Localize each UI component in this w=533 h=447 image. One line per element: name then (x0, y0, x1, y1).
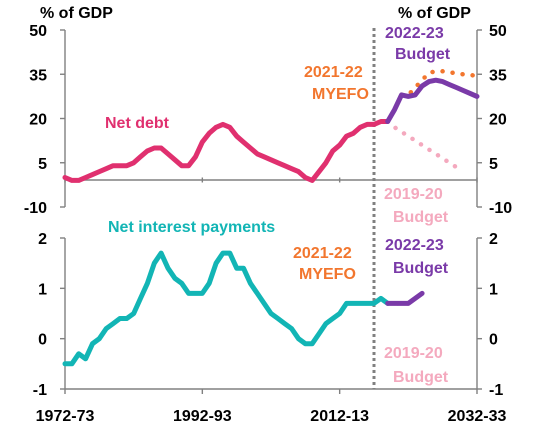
bottom-budget-2022-label-line2: Budget (393, 260, 449, 277)
y-tick-left: -10 (24, 200, 47, 217)
bottom-myefo-label-line1: 2021-22 (293, 245, 352, 262)
y-tick-right: 2 (489, 231, 498, 248)
bottom-budget-2019-label-line2: Budget (393, 369, 449, 386)
x-tick-label: 2032-33 (448, 408, 507, 425)
top-budget-2019-label-line1: 2019-20 (384, 186, 443, 203)
series-line-2019-20-budget (385, 119, 466, 174)
y-tick-left: 5 (38, 156, 47, 173)
net-debt-label: Net debt (105, 115, 170, 132)
y-tick-right: 0 (489, 332, 498, 349)
series-line-net-interest-payments (62, 250, 391, 367)
y-tick-right: 35 (489, 67, 507, 84)
top-myefo-label-line1: 2021-22 (304, 64, 363, 81)
right-unit-label: % of GDP (398, 5, 471, 22)
y-tick-left: 50 (29, 23, 47, 40)
series-line-2022-23-budget (385, 77, 480, 124)
y-tick-right: 1 (489, 281, 498, 298)
y-tick-right: 5 (489, 156, 498, 173)
top-budget-2019-label-line2: Budget (393, 209, 449, 226)
bottom-myefo-label-line2: MYEFO (299, 266, 356, 283)
y-tick-left: 2 (38, 231, 47, 248)
x-tick-label: 2012-13 (310, 408, 369, 425)
top-myefo-label-line2: MYEFO (312, 86, 369, 103)
interest-label: Net interest payments (108, 219, 275, 236)
top-budget-2022-label-line1: 2022-23 (385, 25, 444, 42)
y-tick-left: 20 (29, 112, 47, 129)
bottom-budget-2019-label-line1: 2019-20 (384, 345, 443, 362)
y-tick-left: 1 (38, 281, 47, 298)
x-tick-label: 1992-93 (173, 408, 232, 425)
tick-layer: 50 50 35 35 20 20 5 5 -10 -10 2 2 1 1 0 0 -1 -1 1972-73 199… (24, 23, 512, 425)
top-budget-2022-label-line2: Budget (395, 46, 451, 63)
y-tick-right: 20 (489, 112, 507, 129)
y-tick-left: -1 (33, 382, 47, 399)
series-line-2022-23-budget (385, 290, 425, 306)
bottom-budget-2022-label-line1: 2022-23 (385, 237, 444, 254)
y-tick-left: 35 (29, 67, 47, 84)
left-unit-label: % of GDP (40, 5, 113, 22)
y-tick-right: -1 (489, 382, 503, 399)
series-layer (62, 69, 480, 367)
x-tick-label: 1972-73 (36, 408, 95, 425)
y-tick-right: 50 (489, 23, 507, 40)
y-tick-right: -10 (489, 200, 512, 217)
series-line-net-debt (62, 119, 391, 183)
y-tick-left: 0 (38, 332, 47, 349)
